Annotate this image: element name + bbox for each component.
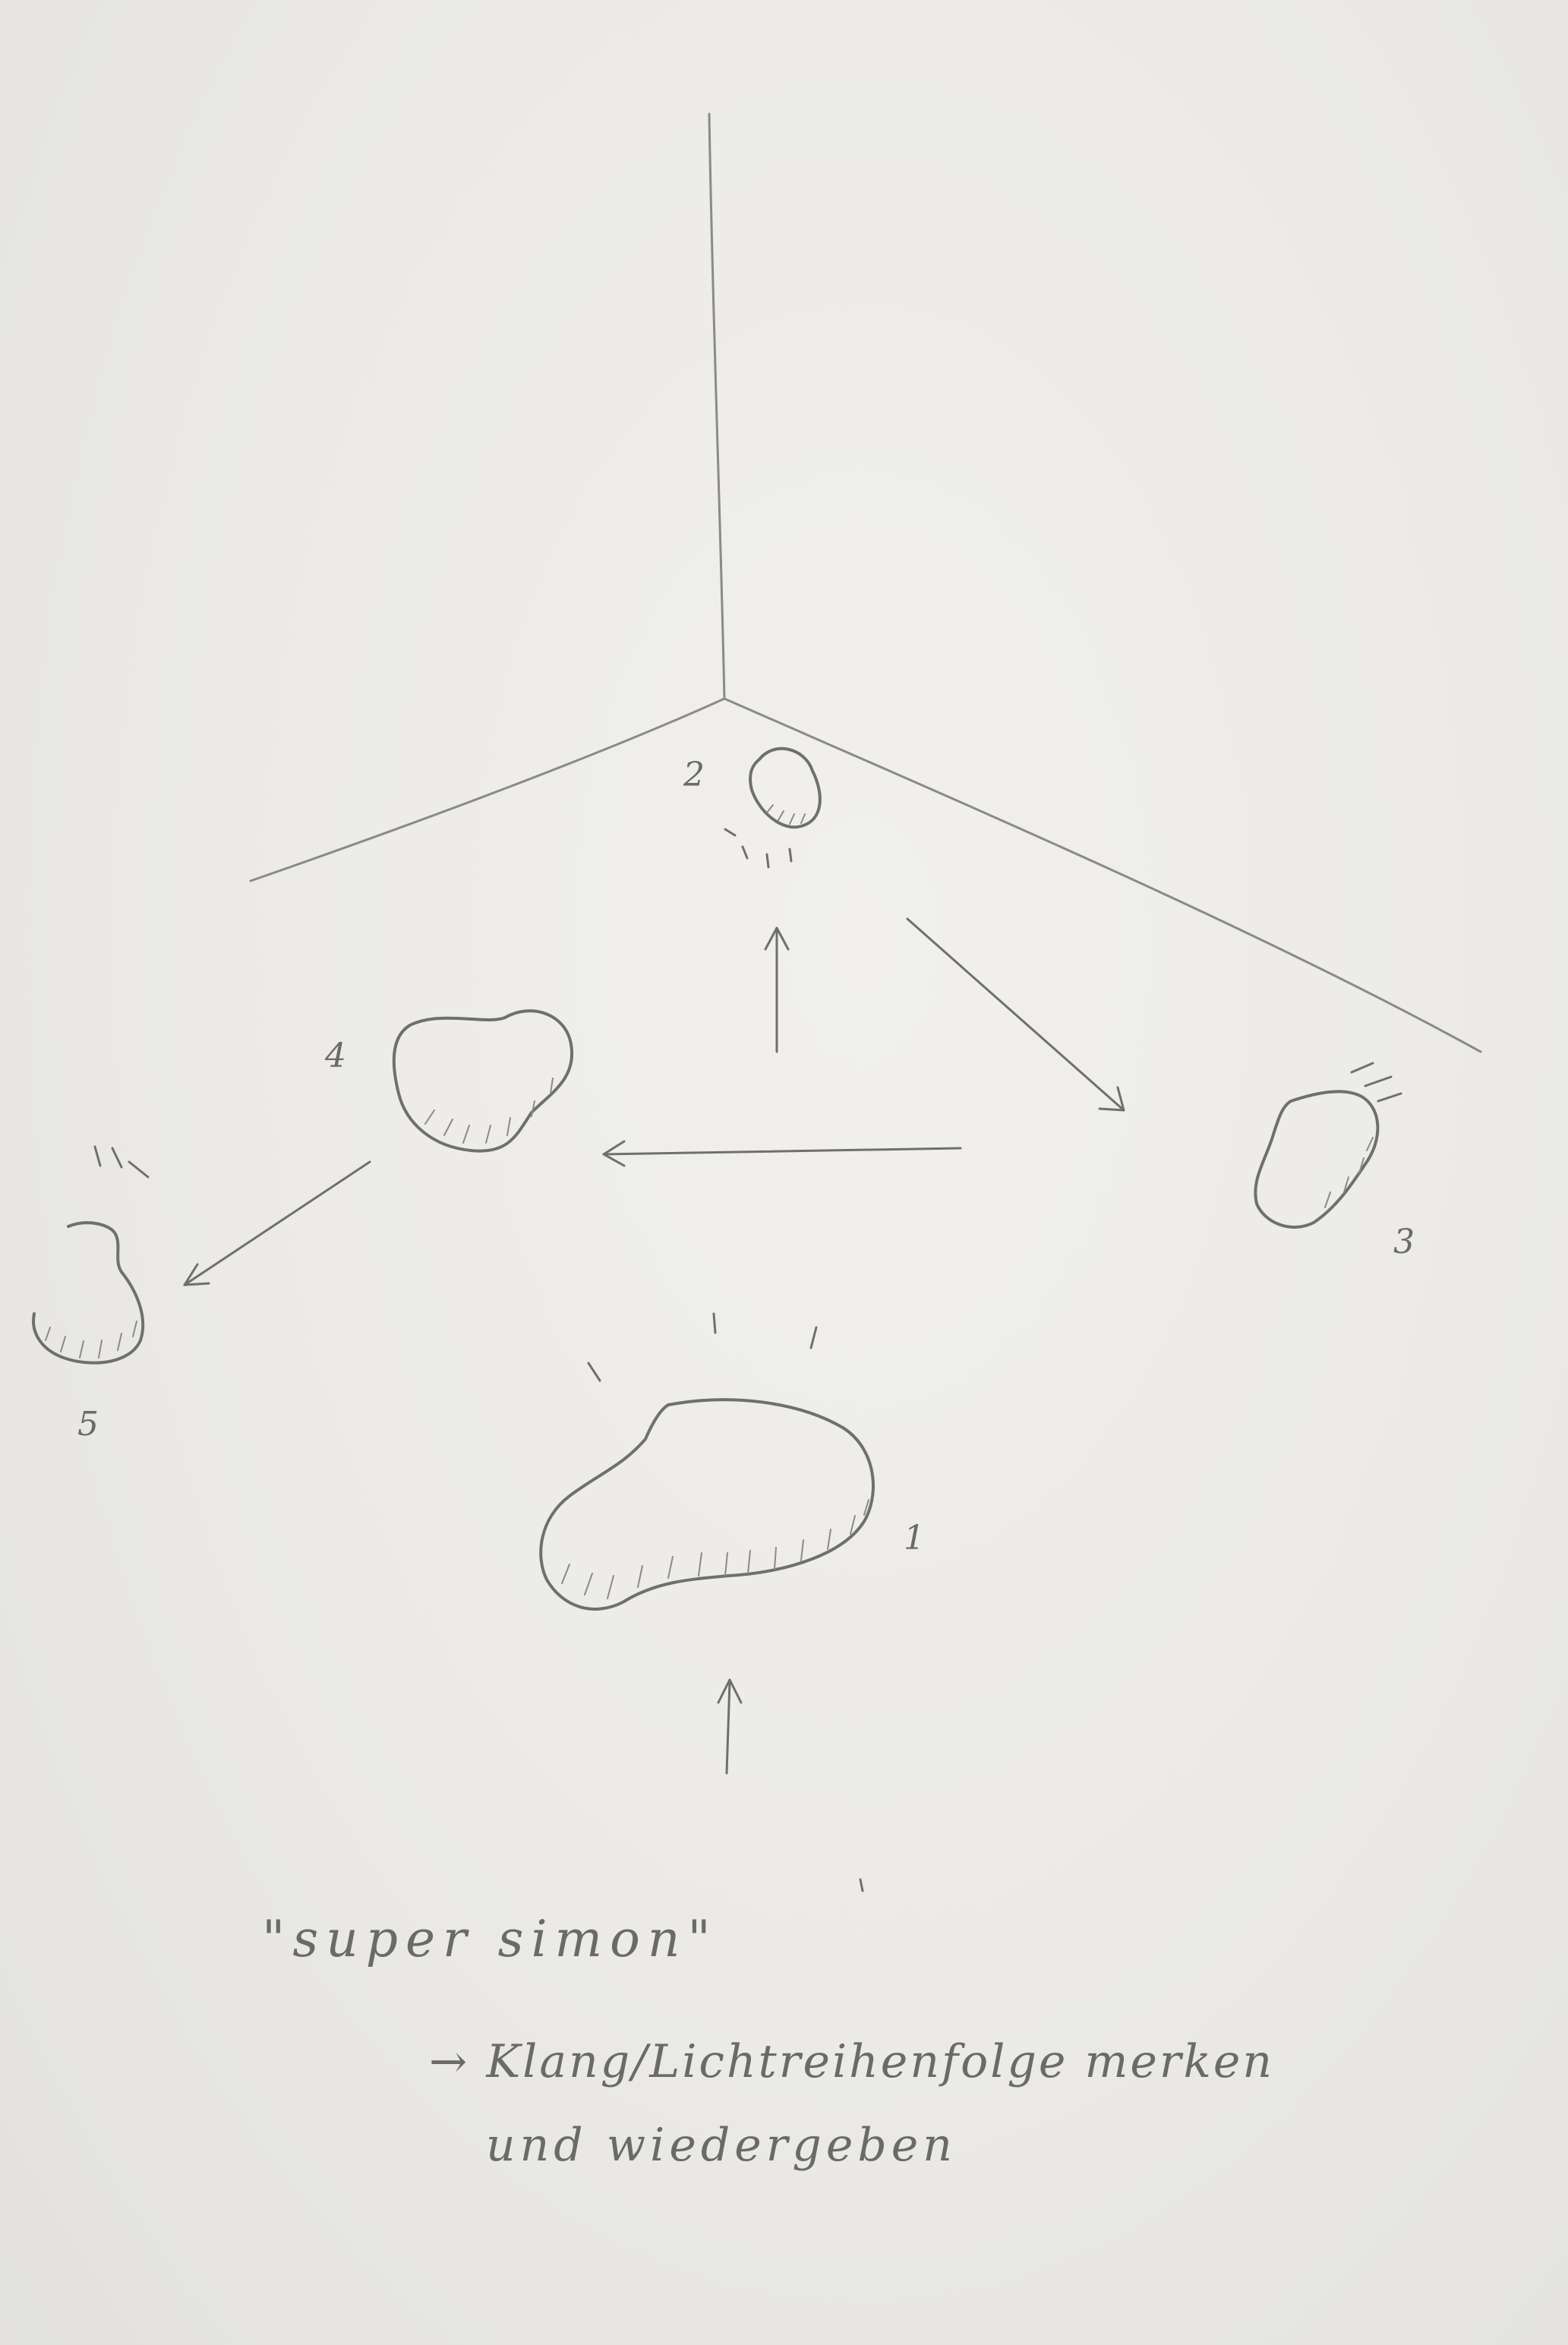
stone-label-5: 5 [77,1405,99,1444]
arrow-4-to-5 [183,1160,371,1286]
arrow-2-to-3 [906,917,1125,1112]
stone-label-2: 2 [683,756,705,794]
caption-line-2: und wiedergeben [486,2119,957,2172]
stone-4 [392,1009,574,1153]
stone-label-3: 3 [1393,1223,1415,1261]
floor-edge-left-line [249,697,726,882]
room-corner-lines [249,112,1482,1053]
stone-1 [539,1312,875,1611]
sound-marks-icon [587,1312,818,1382]
stone-label-4: 4 [325,1037,346,1075]
sound-marks-icon [1350,1062,1402,1103]
arrow-into-stone-1 [717,1678,743,1775]
stone-5 [32,1145,150,1365]
caption-line-1: → Klang/Lichtreihenfolge merken [429,2035,1275,2088]
wall-edge-line [708,112,726,700]
caption-title: "super simon" [262,1910,718,1968]
sound-marks-icon [93,1145,150,1179]
stone-3 [1254,1062,1402,1229]
floor-edge-right-line [723,697,1482,1053]
arrow-3-to-4 [602,1140,962,1167]
arrow-1-to-2 [764,926,790,1053]
sound-marks-icon [724,828,793,869]
stone-label-1: 1 [904,1519,925,1558]
sequence-arrows [183,917,1125,1892]
stone-2 [724,746,822,869]
closing-quote-mark [859,1878,864,1892]
